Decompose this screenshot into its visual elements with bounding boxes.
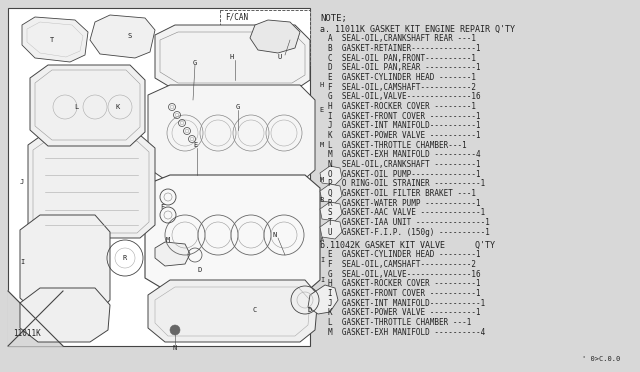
Text: E: E bbox=[193, 142, 197, 148]
Text: F  SEAL-OIL,CAMSHAFT-----------2: F SEAL-OIL,CAMSHAFT-----------2 bbox=[328, 83, 476, 92]
Text: a. 11011K GASKET KIT ENGINE REPAIR Q'TY: a. 11011K GASKET KIT ENGINE REPAIR Q'TY bbox=[320, 25, 515, 33]
Text: H  GASKET-ROCKER COVER ---------1: H GASKET-ROCKER COVER ---------1 bbox=[328, 279, 481, 288]
Text: M  GASKET-EXH MANIFOLD ---------4: M GASKET-EXH MANIFOLD ---------4 bbox=[328, 150, 481, 159]
Text: R  GASKET-WATER PUMP -----------1: R GASKET-WATER PUMP -----------1 bbox=[328, 199, 481, 208]
Text: N  SEAL-OIL,CRANKSHAFT ---------1: N SEAL-OIL,CRANKSHAFT ---------1 bbox=[328, 160, 481, 169]
Text: U: U bbox=[278, 54, 282, 60]
Polygon shape bbox=[320, 184, 342, 203]
Text: F: F bbox=[160, 204, 164, 210]
Text: Q  GASKET-OIL FILTER BRAKET ---1: Q GASKET-OIL FILTER BRAKET ---1 bbox=[328, 189, 476, 198]
Bar bbox=[8, 8, 310, 346]
Polygon shape bbox=[30, 65, 145, 146]
Polygon shape bbox=[320, 166, 342, 185]
Text: H: H bbox=[320, 82, 324, 88]
Text: R: R bbox=[123, 255, 127, 261]
Text: 11011K: 11011K bbox=[13, 329, 41, 338]
Text: M: M bbox=[320, 177, 324, 183]
Polygon shape bbox=[22, 17, 88, 62]
Polygon shape bbox=[148, 280, 318, 342]
Text: D  SEAL-OIL PAN,REAR -----------1: D SEAL-OIL PAN,REAR -----------1 bbox=[328, 64, 481, 73]
Polygon shape bbox=[20, 215, 110, 316]
Polygon shape bbox=[155, 242, 190, 266]
Text: K  GASKET-POWER VALVE ----------1: K GASKET-POWER VALVE ----------1 bbox=[328, 308, 481, 317]
Text: F/CAN: F/CAN bbox=[225, 13, 248, 22]
Text: S: S bbox=[128, 33, 132, 39]
Text: L  GASKET-THROTTLE CHAMBER---1: L GASKET-THROTTLE CHAMBER---1 bbox=[328, 141, 467, 150]
Text: J  GASKET-INT MANIFOLD-----------1: J GASKET-INT MANIFOLD-----------1 bbox=[328, 299, 485, 308]
Text: B  GASKET-RETAINER--------------1: B GASKET-RETAINER--------------1 bbox=[328, 44, 481, 53]
Text: M  GASKET-EXH MANIFOLD ----------4: M GASKET-EXH MANIFOLD ----------4 bbox=[328, 328, 485, 337]
Text: S  GASKET-AAC VALVE -------------1: S GASKET-AAC VALVE -------------1 bbox=[328, 208, 485, 217]
Text: I: I bbox=[320, 257, 324, 263]
Text: G  SEAL-OIL,VALVE--------------16: G SEAL-OIL,VALVE--------------16 bbox=[328, 92, 481, 102]
Text: L  GASKET-THROTTLE CHAMBER ---1: L GASKET-THROTTLE CHAMBER ---1 bbox=[328, 318, 472, 327]
Text: G: G bbox=[236, 104, 240, 110]
Polygon shape bbox=[250, 20, 300, 53]
Polygon shape bbox=[308, 285, 338, 314]
Text: H: H bbox=[230, 54, 234, 60]
Text: P  O RING-OIL STRAINER ----------1: P O RING-OIL STRAINER ----------1 bbox=[328, 179, 485, 188]
Text: I: I bbox=[320, 277, 324, 283]
Bar bbox=[220, 10, 310, 65]
Text: C: C bbox=[253, 307, 257, 313]
Text: ' 0>C.0.0: ' 0>C.0.0 bbox=[582, 356, 620, 362]
Circle shape bbox=[170, 325, 180, 335]
Polygon shape bbox=[320, 220, 342, 239]
Text: T: T bbox=[50, 37, 54, 43]
Text: N: N bbox=[173, 345, 177, 351]
Text: O  GASKET-OIL PUMP--------------1: O GASKET-OIL PUMP--------------1 bbox=[328, 170, 481, 179]
Polygon shape bbox=[320, 202, 342, 221]
Polygon shape bbox=[90, 15, 155, 58]
Text: U  GASKET-F.I.P. (150g) ----------1: U GASKET-F.I.P. (150g) ----------1 bbox=[328, 228, 490, 237]
Text: K: K bbox=[116, 104, 120, 110]
Polygon shape bbox=[155, 25, 310, 90]
Text: K  GASKET-POWER VALVE ----------1: K GASKET-POWER VALVE ----------1 bbox=[328, 131, 481, 140]
Text: M: M bbox=[166, 237, 170, 243]
Text: H  GASKET-ROCKER COVER --------1: H GASKET-ROCKER COVER --------1 bbox=[328, 102, 476, 111]
Text: J  GASKET-INT MANIFOLD----------1: J GASKET-INT MANIFOLD----------1 bbox=[328, 121, 481, 131]
Text: M: M bbox=[320, 142, 324, 148]
Polygon shape bbox=[145, 175, 320, 293]
Text: b.11042K GASKET KIT VALVE      Q'TY: b.11042K GASKET KIT VALVE Q'TY bbox=[320, 240, 495, 250]
Text: G: G bbox=[193, 60, 197, 66]
Text: N: N bbox=[273, 232, 277, 238]
Text: D: D bbox=[308, 307, 312, 313]
Polygon shape bbox=[28, 135, 155, 238]
Text: NOTE;: NOTE; bbox=[320, 14, 347, 23]
Text: D: D bbox=[198, 267, 202, 273]
Text: E  GASKET-CYLINDER HEAD --------1: E GASKET-CYLINDER HEAD --------1 bbox=[328, 250, 481, 259]
Text: J: J bbox=[20, 179, 24, 185]
Text: I  GASKET-FRONT COVER ----------1: I GASKET-FRONT COVER ----------1 bbox=[328, 112, 481, 121]
Polygon shape bbox=[20, 288, 110, 342]
Polygon shape bbox=[8, 291, 63, 346]
Polygon shape bbox=[148, 85, 315, 183]
Text: F  SEAL-OIL,CAMSHAFT-----------2: F SEAL-OIL,CAMSHAFT-----------2 bbox=[328, 260, 476, 269]
Text: B: B bbox=[320, 197, 324, 203]
Text: I  GASKET-FRONT COVER ----------1: I GASKET-FRONT COVER ----------1 bbox=[328, 289, 481, 298]
Text: C  SEAL-OIL PAN,FRONT----------1: C SEAL-OIL PAN,FRONT----------1 bbox=[328, 54, 476, 63]
Text: T  GASKET-IAA UNIT ---------------1: T GASKET-IAA UNIT ---------------1 bbox=[328, 218, 490, 227]
Text: E  GASKET-CYLINDER HEAD -------1: E GASKET-CYLINDER HEAD -------1 bbox=[328, 73, 476, 82]
Text: I: I bbox=[20, 259, 24, 265]
Text: G  SEAL-OIL,VALVE--------------16: G SEAL-OIL,VALVE--------------16 bbox=[328, 270, 481, 279]
Text: A: A bbox=[320, 237, 324, 243]
Text: L: L bbox=[74, 104, 78, 110]
Text: A  SEAL-OIL,CRANKSHAFT REAR ---1: A SEAL-OIL,CRANKSHAFT REAR ---1 bbox=[328, 35, 476, 44]
Text: E: E bbox=[320, 107, 324, 113]
